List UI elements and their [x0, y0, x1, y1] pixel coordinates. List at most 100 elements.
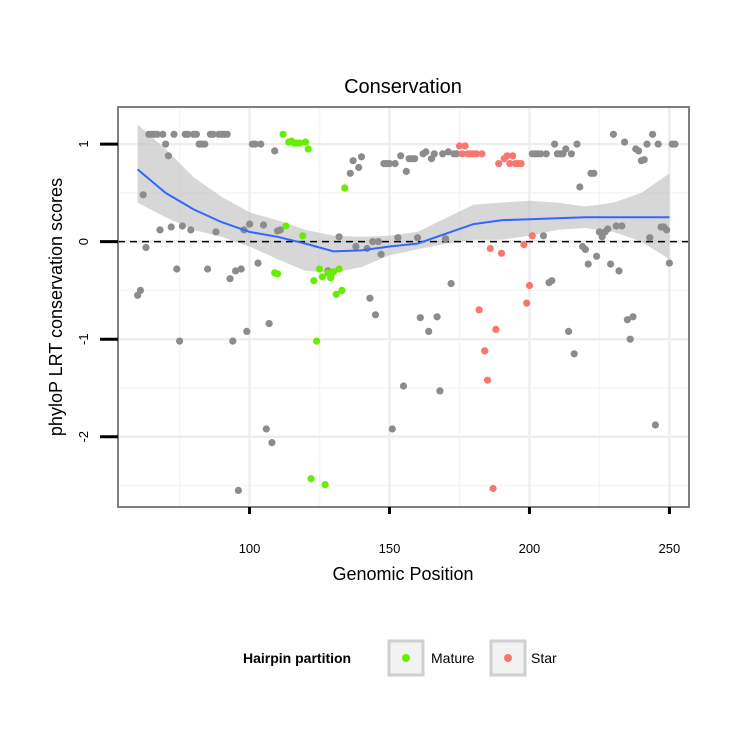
data-point-other [444, 148, 452, 156]
data-point-other [374, 238, 382, 246]
data-point-other [562, 145, 570, 153]
data-point-other [570, 350, 578, 358]
data-point-other [162, 140, 170, 148]
data-point-other [366, 294, 374, 302]
data-point-other [246, 220, 254, 228]
data-point-other [268, 439, 276, 447]
data-point-mature [310, 277, 318, 285]
data-point-other [453, 150, 461, 158]
data-point-star [495, 160, 503, 168]
data-point-other [251, 140, 259, 148]
data-point-other [665, 259, 674, 267]
x-tick-label: 150 [379, 541, 401, 556]
data-point-star [483, 376, 492, 384]
y-tick-label: 1 [76, 140, 91, 147]
legend-label-mature: Mature [431, 650, 475, 666]
data-point-other [416, 314, 424, 322]
chart-title: Conservation [344, 76, 462, 98]
data-point-star [455, 142, 464, 150]
data-point-other [447, 280, 455, 288]
data-point-mature [315, 265, 324, 273]
data-point-other [537, 150, 545, 158]
data-point-other [271, 147, 279, 155]
data-point-mature [321, 481, 329, 489]
plot-panel: 100 150 200 250 -2 -1 0 1 [76, 106, 690, 556]
y-tick-label: 0 [76, 238, 91, 245]
data-point-mature [341, 184, 349, 192]
data-point-other [623, 316, 632, 324]
data-point-other [243, 327, 251, 335]
data-point-other [663, 226, 671, 234]
data-point-other [229, 337, 237, 345]
data-point-mature [304, 145, 312, 153]
data-point-other [352, 242, 360, 251]
data-point-other [411, 155, 419, 163]
y-axis-label: phyloP LRT conservation scores [46, 178, 66, 436]
data-point-other [621, 138, 629, 146]
data-point-other [430, 150, 438, 158]
legend-title: Hairpin partition [243, 650, 351, 666]
data-point-other [402, 167, 410, 175]
data-point-other [646, 234, 654, 242]
data-point-star [503, 152, 511, 160]
data-point-star [506, 160, 514, 168]
data-point-star [458, 150, 466, 158]
data-point-other [388, 425, 396, 433]
data-point-mature [299, 232, 307, 240]
data-point-other [201, 140, 209, 148]
data-point-other [567, 150, 576, 158]
data-point-star [475, 306, 483, 314]
data-point-other [355, 163, 363, 172]
data-point-other [391, 160, 399, 168]
data-point-other [357, 153, 366, 161]
data-point-star [489, 484, 497, 493]
data-point-star [525, 281, 534, 290]
data-point-other [433, 313, 441, 321]
data-point-star [478, 150, 486, 158]
data-point-other [164, 152, 172, 160]
plot-border [117, 106, 690, 508]
data-point-other [604, 225, 612, 233]
data-point-star [509, 152, 517, 160]
data-point-other [618, 222, 626, 230]
data-point-other [237, 265, 245, 273]
x-tick-label: 250 [659, 541, 681, 556]
data-point-other [369, 238, 377, 246]
data-point-other [192, 130, 200, 138]
data-point-other [548, 277, 556, 285]
data-point-other [139, 191, 147, 199]
data-point-star [517, 160, 525, 168]
data-point-other [178, 222, 186, 230]
data-point-star [492, 325, 500, 333]
x-axis-label: Genomic Position [332, 564, 473, 584]
data-point-other [159, 130, 167, 138]
data-point-mature [301, 138, 310, 146]
data-point-mature [313, 337, 321, 345]
data-point-star [486, 244, 494, 253]
legend-item-star: Star [489, 639, 557, 677]
data-point-other [654, 140, 662, 148]
data-point-other [436, 387, 444, 395]
data-point-other [346, 169, 354, 177]
data-point-other [259, 221, 268, 229]
x-tick-label: 100 [239, 541, 261, 556]
data-point-other [441, 235, 450, 243]
data-point-other [394, 234, 402, 242]
data-point-star [520, 241, 528, 249]
data-point-other [371, 311, 380, 319]
data-point-mature [338, 286, 346, 294]
data-point-other [425, 327, 433, 335]
data-point-other [593, 252, 601, 260]
legend-item-mature: Mature [387, 639, 475, 677]
data-point-mature [282, 222, 290, 230]
data-point-other [212, 228, 220, 236]
data-point-other [612, 222, 620, 230]
data-point-other [142, 243, 150, 252]
data-point-mature [327, 274, 335, 282]
data-point-other [643, 140, 651, 148]
legend-swatch-star [504, 654, 512, 662]
data-point-mature [332, 290, 340, 298]
data-point-other [439, 150, 447, 158]
data-point-other [651, 421, 660, 429]
